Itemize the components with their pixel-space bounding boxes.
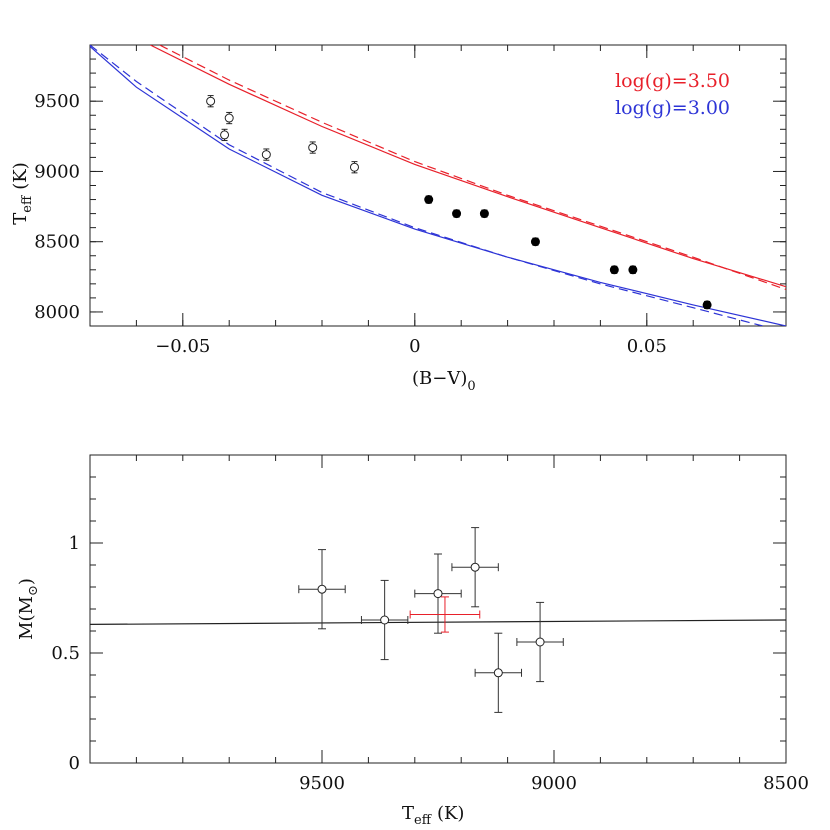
x-axis-label-subscript: eff — [414, 813, 433, 828]
y-tick-label: 9500 — [34, 91, 80, 112]
x-tick-label: 0.05 — [627, 336, 667, 357]
y-tick-label: 1 — [69, 533, 80, 554]
filled-data-point — [479, 209, 489, 219]
x-axis-label-unit: (K) — [437, 803, 465, 824]
open-data-point — [224, 113, 234, 123]
open-data-point — [206, 96, 216, 106]
y-axis-label-end: ) — [16, 578, 37, 585]
x-tick-label: −0.05 — [155, 336, 210, 357]
model-curve-logg-3.50-solid — [150, 45, 786, 288]
y-axis-label-unit: (K) — [10, 162, 31, 190]
filled-data-point — [452, 209, 462, 219]
mass-data-point — [535, 637, 545, 647]
open-data-point — [261, 150, 271, 160]
y-axis-label: Teff (K) — [10, 162, 35, 224]
y-tick-label: 8500 — [34, 232, 80, 253]
x-axis-label-subscript: 0 — [467, 379, 475, 394]
bottom-panel-mass-temperature: 9500 9000 8500 0 0.5 1 Teff (K) M(M⊙) — [16, 454, 809, 828]
x-axis-label: (B−V)0 — [412, 368, 476, 394]
filled-data-point — [628, 265, 638, 275]
model-curve-logg-3.00-solid — [90, 45, 786, 326]
mass-data-point — [493, 668, 503, 678]
legend-entry: log(g)=3.00 — [615, 97, 730, 119]
x-tick-label: 0 — [409, 336, 420, 357]
model-curve-logg-3.50-dashed — [159, 45, 786, 291]
mass-data-point — [433, 589, 443, 599]
x-tick-label: 9000 — [531, 773, 577, 794]
y-tick-label: 8000 — [34, 302, 80, 323]
y-axis-label-sun-symbol: ⊙ — [26, 585, 41, 596]
legend-entry: log(g)=3.50 — [615, 70, 730, 92]
y-tick-label: 0.5 — [51, 643, 80, 664]
y-axis-label-subscript: eff — [20, 194, 35, 213]
x-axis-label-main: (B−V) — [412, 368, 467, 389]
mass-data-point — [380, 615, 390, 625]
y-tick-label: 9000 — [34, 161, 80, 182]
y-axis-label-main: M(M — [16, 596, 37, 640]
filled-data-point — [424, 195, 434, 205]
open-data-point — [220, 130, 230, 140]
mass-data-point — [470, 562, 480, 572]
y-axis-label: M(M⊙) — [16, 578, 41, 640]
x-tick-label: 9500 — [299, 773, 345, 794]
y-axis-label-main: T — [10, 213, 31, 225]
model-curve-logg-3.00-dashed — [90, 45, 763, 326]
filled-data-point — [609, 265, 619, 275]
x-axis-label: Teff (K) — [402, 803, 464, 828]
x-axis-label-main: T — [402, 803, 414, 824]
mass-data-point — [317, 584, 327, 594]
x-tick-label: 8500 — [763, 773, 809, 794]
filled-data-point — [530, 237, 540, 247]
y-tick-label: 0 — [69, 753, 80, 774]
open-data-point — [349, 162, 359, 172]
top-panel-color-temperature: −0.05 0 0.05 8000 8500 9000 9500 log(g)=3.50 log… — [10, 44, 787, 394]
open-data-point — [308, 143, 318, 153]
filled-data-point — [702, 300, 712, 310]
